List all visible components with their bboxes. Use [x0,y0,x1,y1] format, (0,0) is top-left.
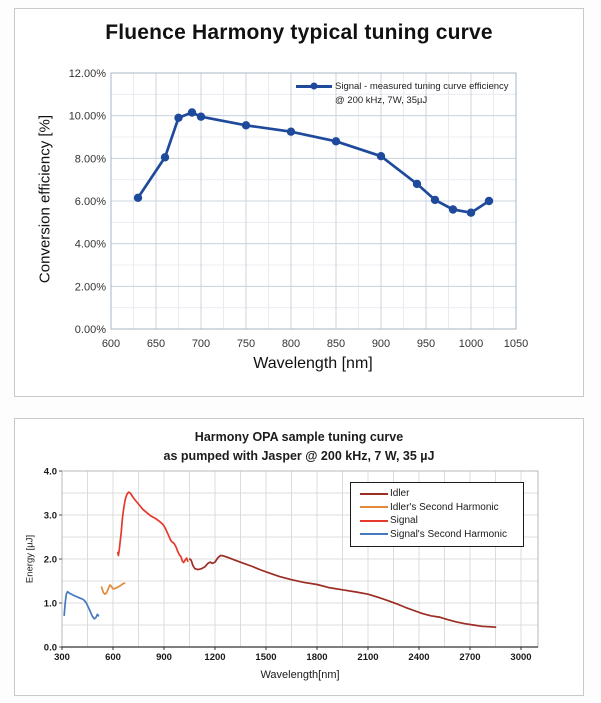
legend-entry-signal: Signal [360,514,517,528]
bottom-chart-panel: 300 600 900 1200 1500 1800 2100 2400 2700 3000 0.0… [14,418,584,696]
svg-text:3.0: 3.0 [44,510,57,521]
svg-text:3000: 3000 [510,652,531,663]
svg-text:4.0: 4.0 [44,466,57,477]
bottom-chart-legend: Idler Idler's Second Harmonic Signal Sig… [350,482,524,547]
top-chart-plot: 600 650 700 750 800 850 900 950 1000 1050 0.00% 2.0… [69,68,529,350]
bottom-chart-plot: 300 600 900 1200 1500 1800 2100 2400 2700 3000 0.0… [44,466,539,663]
svg-text:650: 650 [147,338,165,350]
svg-text:1200: 1200 [204,652,225,663]
svg-text:1.0: 1.0 [44,598,57,609]
svg-text:600: 600 [105,652,121,663]
legend-marker-dot [310,82,318,90]
svg-text:0.00%: 0.00% [75,324,106,336]
svg-text:850: 850 [327,338,345,350]
svg-text:2700: 2700 [459,652,480,663]
legend-entry-idler: Idler [360,487,517,501]
svg-text:300: 300 [54,652,70,663]
svg-text:900: 900 [372,338,390,350]
legend-line-sample [360,492,388,495]
svg-text:800: 800 [282,338,300,350]
svg-text:950: 950 [417,338,435,350]
svg-text:4.00%: 4.00% [75,239,106,251]
svg-text:2.00%: 2.00% [75,281,106,293]
legend-entry-signal-second-harmonic: Signal's Second Harmonic [360,528,517,542]
svg-text:1500: 1500 [255,652,276,663]
legend-label: Signal - measured tuning curve efficienc… [335,80,509,108]
svg-text:8.00%: 8.00% [75,153,106,165]
legend-label-line2: @ 200 kHz, 7W, 35µJ [335,94,428,106]
bottom-chart-y-axis-label: Energy [µJ] [24,534,36,584]
legend-label: Idler's Second Harmonic [390,501,499,513]
svg-text:2400: 2400 [408,652,429,663]
top-chart-title: Fluence Harmony typical tuning curve [105,21,493,44]
top-chart-legend: Signal - measured tuning curve efficienc… [296,80,509,108]
svg-text:6.00%: 6.00% [75,196,106,208]
legend-entry-idler-second-harmonic: Idler's Second Harmonic [360,501,517,515]
svg-text:750: 750 [237,338,255,350]
legend-line-sample [360,519,388,522]
legend-label: Signal's Second Harmonic [390,528,507,540]
svg-text:10.00%: 10.00% [69,111,107,123]
legend-label: Signal [390,515,418,527]
bottom-chart-title-line1: Harmony OPA sample tuning curve [194,430,404,444]
svg-text:2.0: 2.0 [44,554,57,565]
svg-text:600: 600 [102,338,120,350]
legend-label-line1: Signal - measured tuning curve efficienc… [335,81,509,92]
top-chart-y-axis-label: Conversion efficiency [%] [36,114,54,284]
legend-label: Idler [390,488,410,500]
svg-text:900: 900 [156,652,172,663]
svg-text:1000: 1000 [459,338,483,350]
top-chart-x-axis-label: Wavelength [nm] [253,355,373,372]
svg-text:12.00%: 12.00% [69,68,107,80]
legend-line-sample [360,506,388,509]
bottom-chart-title: Harmony OPA sample tuning curve as pumpe… [15,428,583,467]
svg-text:700: 700 [192,338,210,350]
top-chart-panel: 600 650 700 750 800 850 900 950 1000 1050 0.00% 2.0… [14,8,584,397]
bottom-chart-x-axis-label: Wavelength[nm] [260,669,340,681]
legend-line-sample [360,533,388,536]
svg-text:2100: 2100 [357,652,378,663]
legend-line-sample [296,82,332,90]
bottom-chart-title-line2: as pumped with Jasper @ 200 kHz, 7 W, 35… [163,449,435,464]
svg-text:1050: 1050 [504,338,528,350]
svg-text:1800: 1800 [306,652,327,663]
svg-text:0.0: 0.0 [44,642,57,653]
